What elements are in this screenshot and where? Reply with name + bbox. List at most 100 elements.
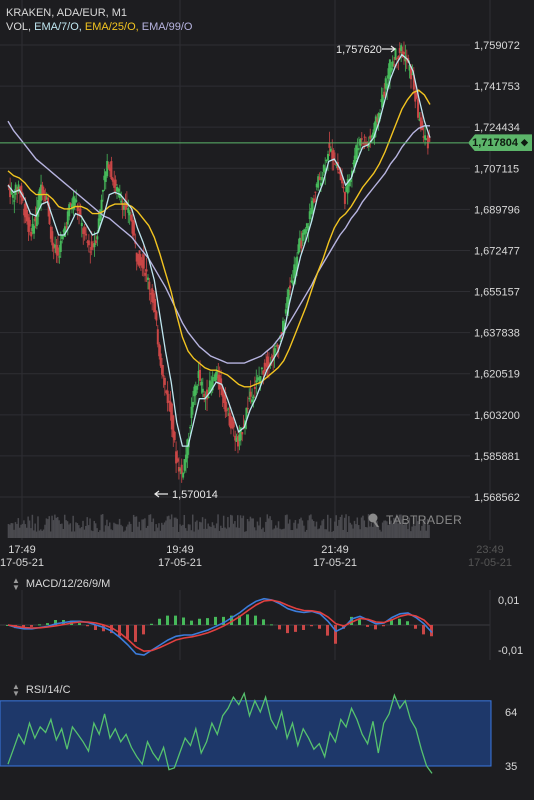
volume-bar <box>51 515 53 538</box>
ema99-indicator-label[interactable]: EMA/99/O <box>141 21 193 33</box>
volume-bar <box>93 520 96 538</box>
volume-bar <box>197 529 200 538</box>
macd-hist-bar <box>118 625 121 637</box>
chart-header: KRAKEN, ADA/EUR, M1 VOL, EMA/7/O, EMA/25… <box>6 6 193 34</box>
volume-bar <box>277 521 280 538</box>
volume-bar <box>300 517 302 538</box>
volume-bar <box>248 521 250 538</box>
candle-body <box>359 139 362 146</box>
volume-bar <box>297 523 299 538</box>
x-tick-time: 21:49 <box>321 544 349 556</box>
candle-body <box>249 391 252 397</box>
arrow-left-icon <box>154 490 168 498</box>
candle-body <box>232 421 235 428</box>
chevron-updown-icon[interactable]: ▲ ▼ <box>12 682 20 698</box>
volume-bar <box>177 531 180 538</box>
volume-bar <box>334 521 336 538</box>
macd-header[interactable]: ▲ ▼ MACD/12/26/9/M <box>12 576 110 592</box>
volume-bar <box>345 514 347 538</box>
volume-bar <box>211 522 214 538</box>
candle-body <box>123 205 126 210</box>
volume-bar <box>379 529 381 538</box>
volume-bar <box>55 517 58 538</box>
candle-body <box>363 136 366 138</box>
chevron-updown-icon[interactable]: ▲ ▼ <box>12 576 20 592</box>
volume-bar <box>141 519 143 538</box>
volume-bar <box>176 518 179 538</box>
candle-body <box>282 320 285 332</box>
candle-body <box>307 226 310 231</box>
candle-body <box>314 191 317 193</box>
ema25-indicator-label[interactable]: EMA/25/O, <box>84 21 139 33</box>
candle-body <box>246 408 249 410</box>
macd-hist-bar <box>382 625 385 627</box>
arrow-right-icon <box>382 45 396 53</box>
candle-body <box>228 413 231 426</box>
volume-bar <box>376 521 378 538</box>
candle-body <box>162 375 165 377</box>
vol-indicator-label[interactable]: VOL, <box>6 21 32 33</box>
candle-body <box>298 237 301 247</box>
price-grid <box>0 0 491 540</box>
candle-body <box>318 176 321 181</box>
candle-body <box>166 390 169 404</box>
volume-bar <box>220 525 222 538</box>
volume-bar <box>189 524 191 538</box>
rsi-chart[interactable]: 64 35 <box>0 680 534 800</box>
candle-body <box>394 48 397 60</box>
candle-body <box>121 203 124 211</box>
volume-bar <box>213 525 215 538</box>
candle-body <box>207 396 210 399</box>
candle-body <box>289 285 292 289</box>
candle-body <box>321 176 324 181</box>
volume-bar <box>291 530 294 538</box>
volume-bar <box>239 515 242 538</box>
y-tick-label: 1,741753 <box>474 81 520 93</box>
y-tick-label: 1,568562 <box>474 492 520 504</box>
candle-body <box>405 58 408 62</box>
volume-bar <box>103 531 105 538</box>
volume-bar <box>87 525 90 538</box>
candle-body <box>163 377 166 385</box>
volume-bar <box>346 531 349 538</box>
volume-bar <box>404 522 406 538</box>
volume-bar <box>52 520 55 538</box>
high-annotation: 1,757620 <box>336 44 396 56</box>
macd-hist-bar <box>30 625 33 627</box>
volume-bar <box>156 527 159 538</box>
candle-body <box>55 244 58 255</box>
volume-bar <box>294 520 297 538</box>
volume-bar <box>229 514 232 538</box>
volume-bar <box>377 525 380 538</box>
y-tick-label: 1,620519 <box>474 369 520 381</box>
volume-bar <box>56 517 59 538</box>
candle-body <box>108 167 111 171</box>
candle-body <box>238 434 241 442</box>
rsi-tick-label: 35 <box>505 761 517 773</box>
candle-body <box>114 179 117 186</box>
candle-body <box>345 186 348 192</box>
candle-body <box>35 207 38 227</box>
macd-hist-bar <box>206 618 209 625</box>
volume-bar <box>412 517 415 538</box>
rsi-header[interactable]: ▲ ▼ RSI/14/C <box>12 682 71 698</box>
macd-chart[interactable]: 0,01 -0,01 <box>0 590 534 660</box>
volume-bar <box>54 514 56 538</box>
candle-body <box>322 165 325 172</box>
volume-bar <box>350 524 353 538</box>
ema7-indicator-label[interactable]: EMA/7/O, <box>34 21 82 33</box>
candle-body <box>51 231 54 246</box>
candle-body <box>346 179 349 194</box>
volume-bar <box>246 519 249 538</box>
candle-body <box>424 135 427 140</box>
volume-bar <box>321 520 323 538</box>
volume-bar <box>245 531 247 538</box>
candle-body <box>248 398 251 400</box>
candle-body <box>208 380 211 393</box>
price-chart[interactable]: 1,759072 1,741753 1,724434 1,707115 1,689796… <box>0 0 534 572</box>
macd-hist-bar <box>158 618 161 625</box>
volume-bar <box>123 531 125 538</box>
volume-bar <box>301 520 304 538</box>
volume-bar <box>31 514 34 538</box>
macd-hist-bar <box>214 616 217 625</box>
